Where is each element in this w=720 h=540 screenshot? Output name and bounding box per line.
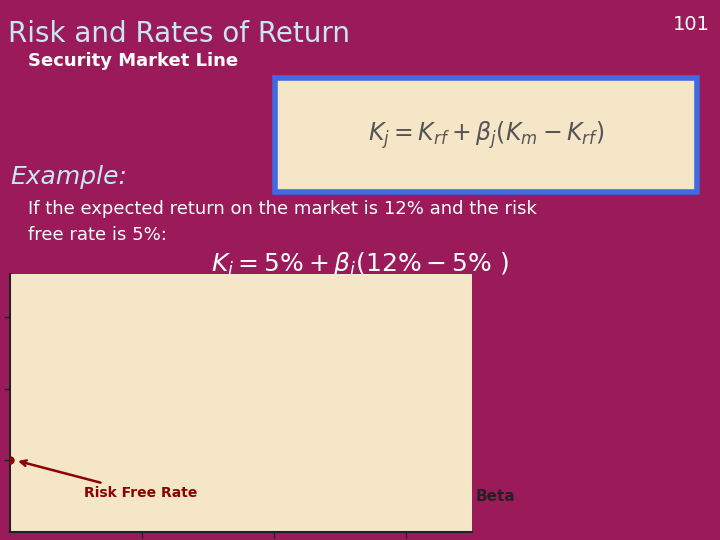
Text: Risk and Rates of Return: Risk and Rates of Return (8, 20, 350, 48)
Text: If the expected return on the market is 12% and the risk
free rate is 5%:: If the expected return on the market is … (28, 200, 537, 245)
Text: $K_j   = K_{rf} + \beta_j ( K_m - K_{rf} )$: $K_j = K_{rf} + \beta_j ( K_m - K_{rf} )… (368, 119, 604, 151)
Text: Beta: Beta (476, 489, 516, 504)
Bar (275, 78, 697, 192)
Text: Example:: Example: (10, 165, 127, 189)
Text: 101: 101 (673, 15, 710, 34)
Text: Risk Free Rate: Risk Free Rate (21, 461, 197, 500)
Text: Security Market Line: Security Market Line (28, 52, 238, 70)
Text: $K_i   = 5\% + \beta_i(12\% - 5\%\ )$: $K_i = 5\% + \beta_i(12\% - 5\%\ )$ (211, 250, 509, 278)
